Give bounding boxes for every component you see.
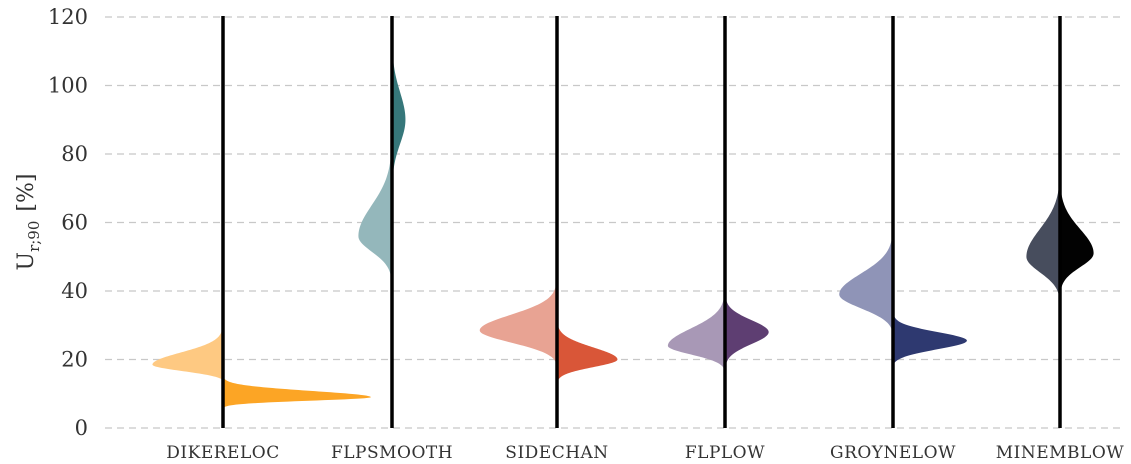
x-axis-categories: DIKERELOC FLPSMOOTH SIDECHAN FLPLOW GROYNELO… xyxy=(166,443,1125,463)
x-category-label: DIKERELOC xyxy=(166,443,279,463)
x-category-label: FLPLOW xyxy=(685,443,765,463)
violin-left-half xyxy=(839,215,893,336)
x-category-label: SIDECHAN xyxy=(505,443,608,463)
violin-right-half xyxy=(392,16,406,223)
violin-left-half xyxy=(1026,160,1060,305)
y-axis-label: Ur;90[%] xyxy=(14,174,43,271)
y-tick-label: 120 xyxy=(48,5,88,29)
y-axis: 0 20 40 60 80 100 120 xyxy=(48,5,88,440)
violin-right-half xyxy=(223,369,371,410)
x-category-label: MINEMBLOW xyxy=(996,443,1125,463)
y-tick-label: 100 xyxy=(48,74,88,98)
violin-right-half xyxy=(725,270,769,377)
violin-dikereloc xyxy=(152,314,371,410)
y-tick-label: 20 xyxy=(61,348,88,372)
violin-sidechan xyxy=(479,246,618,387)
violin-flpsmooth xyxy=(358,16,406,298)
x-category-label: GROYNELOW xyxy=(830,443,956,463)
x-category-label: FLPSMOOTH xyxy=(331,443,453,463)
y-tick-label: 80 xyxy=(61,142,88,166)
gridlines xyxy=(105,16,1120,429)
y-tick-label: 60 xyxy=(61,211,88,235)
y-tick-label: 0 xyxy=(75,416,88,440)
violin-left-half xyxy=(479,246,557,367)
violin-flplow xyxy=(667,263,769,377)
violin-minemblow xyxy=(1026,160,1094,315)
violin-right-half xyxy=(893,277,967,367)
violin-right-half xyxy=(557,308,618,387)
violin-left-half xyxy=(667,263,725,374)
violin-groynelow xyxy=(839,215,967,367)
violins xyxy=(152,16,1094,428)
y-tick-label: 40 xyxy=(61,279,88,303)
violin-left-half xyxy=(152,314,223,381)
violin-right-half xyxy=(1060,160,1094,315)
violin-left-half xyxy=(358,68,392,298)
